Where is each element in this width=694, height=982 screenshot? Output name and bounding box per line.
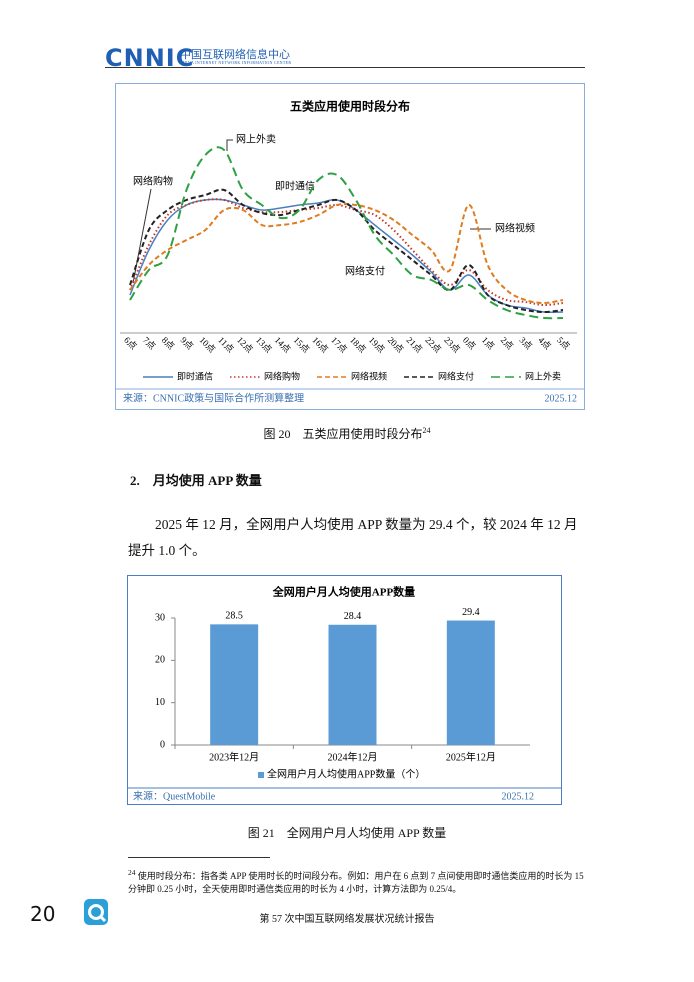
x-tick-label: 16点 — [310, 335, 330, 355]
bar — [446, 620, 495, 745]
org-name: 中国互联网络信息中心 — [180, 49, 290, 61]
x-tick-label: 2024年12月 — [328, 750, 378, 763]
footnote-number: 24 — [128, 868, 136, 877]
x-tick-label: 2023年12月 — [209, 750, 259, 763]
x-tick-label: 2点 — [499, 335, 516, 352]
x-tick-label: 21点 — [405, 335, 425, 355]
line-series — [129, 146, 564, 320]
legend-swatch — [258, 772, 264, 778]
footnote: 24 使用时段分布：指各类 APP 使用时长的时间段分布。例如：用户在 6 点到… — [128, 866, 588, 896]
chart: 五类应用使用时段分布 来源：CNNIC政策与国际合作所测算整理 2025.12 … — [115, 83, 585, 410]
y-tick-label: 20 — [155, 655, 165, 666]
x-tick-label: 5点 — [555, 335, 572, 352]
chart-title: 全网用户月人均使用APP数量 — [272, 585, 415, 599]
source: 来源：QuestMobile — [133, 789, 216, 802]
x-tick-label: 9点 — [179, 335, 196, 352]
line-series — [129, 203, 564, 305]
y-tick-label: 10 — [155, 697, 165, 708]
y-tick-label: 30 — [155, 612, 165, 623]
value-label: 28.4 — [344, 611, 362, 622]
y-tick-label: 0 — [160, 739, 165, 750]
legend-label: 网络支付 — [438, 371, 474, 383]
x-tick-label: 11点 — [216, 335, 236, 355]
x-tick-label: 3点 — [517, 335, 534, 352]
chart-title: 五类应用使用时段分布 — [290, 99, 410, 114]
footnote-ref: 24 — [422, 426, 431, 435]
x-tick-label: 17点 — [329, 335, 349, 355]
footer-icon — [84, 899, 108, 925]
x-tick-label: 22点 — [423, 335, 443, 355]
x-tick-label: 12点 — [235, 335, 255, 355]
annotation: 网络购物 — [133, 174, 173, 187]
page-number: 20 — [30, 902, 56, 926]
source: 来源：CNNIC政策与国际合作所测算整理 — [123, 391, 304, 404]
x-tick-label: 14点 — [273, 335, 293, 355]
annotation: 网上外卖 — [236, 133, 276, 145]
date: 2025.12 — [545, 393, 578, 404]
x-tick-label: 20点 — [386, 335, 406, 355]
line-series — [129, 198, 564, 307]
date: 2025.12 — [502, 791, 535, 802]
annotation: 即时通信 — [275, 180, 315, 192]
annotation: 网络视频 — [495, 221, 535, 234]
figure-caption: 图 21 全网用户月人均使用 APP 数量 — [247, 826, 447, 840]
chart-frame — [127, 575, 562, 805]
x-tick-label: 1点 — [480, 335, 497, 352]
legend-label: 即时通信 — [177, 371, 213, 383]
x-tick-label: 8点 — [160, 335, 177, 352]
x-tick-label: 19点 — [367, 335, 387, 355]
caption-text: 图 20 五类应用使用时段分布 — [263, 427, 423, 441]
chart-frame — [115, 83, 585, 410]
x-tick-label: 0点 — [461, 335, 478, 352]
line-series — [129, 188, 564, 314]
x-tick-label: 2025年12月 — [446, 750, 496, 763]
paragraph: 2025 年 12 月，全网用户人均使用 APP 数量为 29.4 个，较 20… — [128, 517, 578, 558]
x-tick-label: 13点 — [254, 335, 274, 355]
legend-label: 全网用户月人均使用APP数量（个） — [267, 767, 425, 780]
figure-caption: 图 20 五类应用使用时段分布24 — [0, 425, 694, 442]
chart: 全网用户月人均使用APP数量 来源：QuestMobile 2025.12 0 1… — [127, 575, 562, 805]
legend-label: 网上外卖 — [525, 371, 561, 383]
x-tick-label: 15点 — [292, 335, 312, 355]
bar — [328, 624, 377, 745]
x-tick-label: 23点 — [442, 335, 462, 355]
x-tick-label: 10点 — [197, 335, 217, 355]
org-name-en: CHINA INTERNET NETWORK INFORMATION CENTE… — [180, 60, 292, 65]
x-tick-label: 6点 — [122, 335, 139, 352]
line-series — [129, 198, 564, 314]
x-tick-label: 18点 — [348, 335, 368, 355]
footnote-rule — [128, 857, 270, 858]
header-rule — [105, 67, 585, 68]
leader — [226, 139, 233, 151]
legend-label: 网络视频 — [351, 371, 387, 383]
section-heading: 2. 月均使用 APP 数量 — [130, 473, 262, 488]
x-tick-label: 4点 — [536, 335, 553, 352]
annotation: 网络支付 — [345, 264, 385, 277]
value-label: 29.4 — [462, 607, 480, 618]
value-label: 28.5 — [225, 611, 243, 622]
footnote-text: 使用时段分布：指各类 APP 使用时长的时间段分布。例如：用户在 6 点到 7 … — [128, 871, 584, 894]
x-tick-label: 7点 — [141, 335, 158, 352]
bar — [210, 624, 259, 745]
footer-text: 第 57 次中国互联网络发展状况统计报告 — [259, 914, 435, 925]
legend-label: 网络购物 — [264, 371, 300, 383]
